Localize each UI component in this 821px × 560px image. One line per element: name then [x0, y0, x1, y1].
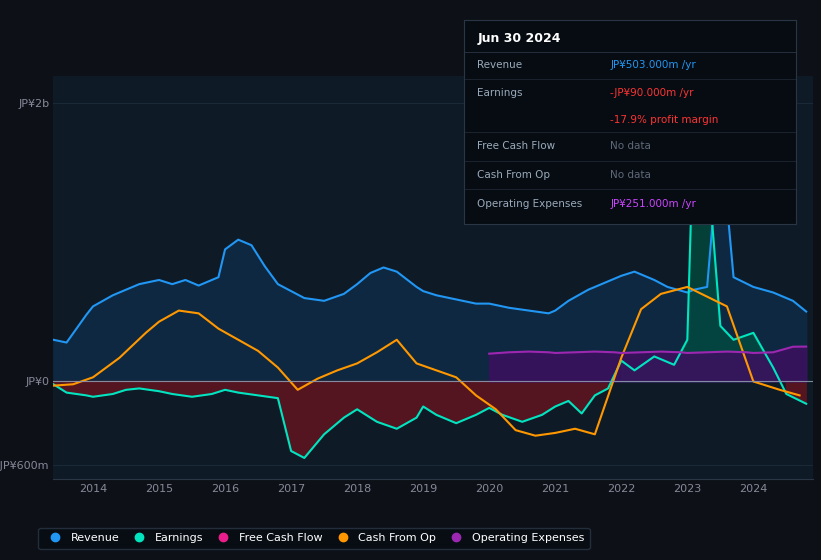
- Text: -JP¥90.000m /yr: -JP¥90.000m /yr: [610, 88, 694, 98]
- Text: -17.9% profit margin: -17.9% profit margin: [610, 115, 718, 125]
- Text: Revenue: Revenue: [477, 59, 522, 69]
- Text: Operating Expenses: Operating Expenses: [477, 199, 582, 208]
- Text: JP¥503.000m /yr: JP¥503.000m /yr: [610, 59, 696, 69]
- Text: Earnings: Earnings: [477, 88, 523, 98]
- Text: JP¥251.000m /yr: JP¥251.000m /yr: [610, 199, 696, 208]
- Text: No data: No data: [610, 141, 651, 151]
- Text: Free Cash Flow: Free Cash Flow: [477, 141, 555, 151]
- Text: Cash From Op: Cash From Op: [477, 170, 550, 180]
- Legend: Revenue, Earnings, Free Cash Flow, Cash From Op, Operating Expenses: Revenue, Earnings, Free Cash Flow, Cash …: [39, 528, 589, 549]
- Text: No data: No data: [610, 170, 651, 180]
- Text: Jun 30 2024: Jun 30 2024: [477, 32, 561, 45]
